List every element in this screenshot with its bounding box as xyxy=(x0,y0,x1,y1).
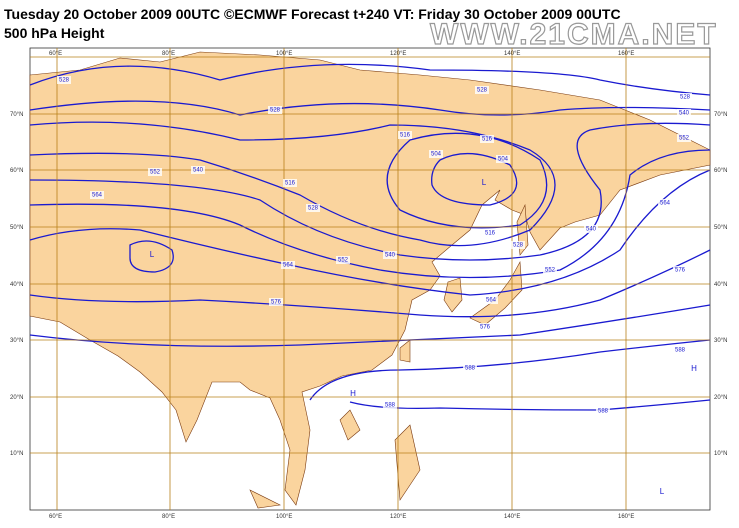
title: Tuesday 20 October 2009 00UTC ©ECMWF For… xyxy=(4,6,621,22)
lat-label-right: 30°N xyxy=(714,338,727,344)
lat-label: 40°N xyxy=(10,282,23,288)
lon-label: 100°E xyxy=(276,514,292,520)
lon-label-top: 60°E xyxy=(49,51,62,57)
contour-label: 564 xyxy=(660,201,671,207)
contour-label: 564 xyxy=(92,193,103,199)
lon-label: 80°E xyxy=(162,514,175,520)
contour-label: 576 xyxy=(480,325,491,331)
contour-label-bg xyxy=(475,86,489,94)
contour-label: 504 xyxy=(498,157,509,163)
contour-label-bg xyxy=(596,407,610,415)
contour-label-bg xyxy=(383,401,397,409)
contour-label: 552 xyxy=(338,258,349,264)
graticule xyxy=(30,48,710,510)
contour-label: 540 xyxy=(385,253,396,259)
contour-label: 540 xyxy=(586,227,597,233)
contour-label: 588 xyxy=(598,409,609,415)
lat-label: 20°N xyxy=(10,395,23,401)
lat-label-right: 20°N xyxy=(714,395,727,401)
contour-label: 552 xyxy=(150,170,161,176)
pressure-center: L xyxy=(660,487,665,496)
lon-label-top: 80°E xyxy=(162,51,175,57)
contour-label: 576 xyxy=(675,268,686,274)
contour-label-bg xyxy=(478,323,492,331)
contour-label: 588 xyxy=(675,348,686,354)
contour-label-bg xyxy=(658,199,672,207)
contour-label: 588 xyxy=(385,403,396,409)
contour-label: 528 xyxy=(270,108,281,114)
contour-label: 516 xyxy=(485,231,496,237)
contour-label: 516 xyxy=(482,137,493,143)
watermark: WWW.21CMA.NET xyxy=(430,18,718,51)
pressure-center: L xyxy=(482,178,487,187)
lat-label-right: 10°N xyxy=(714,451,727,457)
contours xyxy=(29,63,711,411)
lon-label-top: 120°E xyxy=(390,51,406,57)
contour-label-bg xyxy=(429,150,443,158)
contour-label: 564 xyxy=(486,298,497,304)
contour-label: 516 xyxy=(400,133,411,139)
lon-label-top: 160°E xyxy=(618,51,634,57)
contour-label: 528 xyxy=(308,206,319,212)
lon-label: 120°E xyxy=(390,514,406,520)
contour-label: 516 xyxy=(285,181,296,187)
contour-label-bg xyxy=(673,266,687,274)
lon-label-top: 100°E xyxy=(276,51,292,57)
contour-label: 576 xyxy=(271,300,282,306)
lat-label: 50°N xyxy=(10,225,23,231)
pressure-center: L xyxy=(150,250,155,259)
contour-label: 552 xyxy=(679,136,690,142)
lon-label-top: 140°E xyxy=(504,51,520,57)
lat-label: 60°N xyxy=(10,168,23,174)
contour-label-bg xyxy=(148,168,162,176)
lat-label-right: 40°N xyxy=(714,282,727,288)
lat-label-right: 50°N xyxy=(714,225,727,231)
contour-label-bg xyxy=(677,109,691,117)
contour-label: 540 xyxy=(679,111,690,117)
contour-label: 504 xyxy=(431,152,442,158)
pressure-center: H xyxy=(691,364,697,373)
contour-label-bg xyxy=(677,134,691,142)
contour-label-bg xyxy=(484,296,498,304)
contour-label-bg xyxy=(511,241,525,249)
contour-label: 540 xyxy=(193,168,204,174)
lat-label-right: 60°N xyxy=(714,168,727,174)
contour-label-bg xyxy=(584,225,598,233)
contour-label-bg xyxy=(269,298,283,306)
contour-label: 528 xyxy=(59,78,70,84)
contour-label-bg xyxy=(336,256,350,264)
contour-label-bg xyxy=(480,135,494,143)
contour-label-bg xyxy=(90,191,104,199)
lat-label: 70°N xyxy=(10,112,23,118)
contour-label-bg xyxy=(57,76,71,84)
lat-label-right: 70°N xyxy=(714,112,727,118)
contour-label-bg xyxy=(673,346,687,354)
contour-label: 528 xyxy=(513,243,524,249)
contour-label-bg xyxy=(543,266,557,274)
contour-label: 552 xyxy=(545,268,556,274)
contour-label: 528 xyxy=(680,95,691,101)
contour-label: 564 xyxy=(283,263,294,269)
contour-label: 528 xyxy=(477,88,488,94)
lat-label: 10°N xyxy=(10,451,23,457)
contour-label-bg xyxy=(678,93,692,101)
contour-label-bg xyxy=(268,106,282,114)
contour-label: 588 xyxy=(465,366,476,372)
contour-label-bg xyxy=(483,229,497,237)
contour-label-bg xyxy=(191,166,205,174)
contour-label-bg xyxy=(398,131,412,139)
pressure-center: H xyxy=(350,389,356,398)
contour-label-bg xyxy=(383,251,397,259)
lat-label: 30°N xyxy=(10,338,23,344)
contour-label-bg xyxy=(281,261,295,269)
lon-label: 60°E xyxy=(49,514,62,520)
contour-label-bg xyxy=(496,155,510,163)
lon-label: 140°E xyxy=(504,514,520,520)
lon-label: 160°E xyxy=(618,514,634,520)
subtitle: 500 hPa Height xyxy=(4,25,105,41)
contour-label-bg xyxy=(306,204,320,212)
contour-label-bg xyxy=(463,364,477,372)
contour-label-bg xyxy=(283,179,297,187)
